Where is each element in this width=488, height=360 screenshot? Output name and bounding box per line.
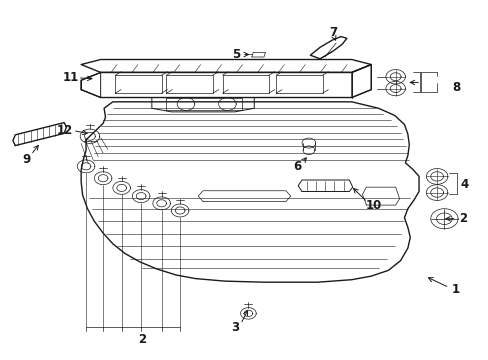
Text: 4: 4 [460,178,468,191]
Text: 2: 2 [458,212,466,225]
Text: 5: 5 [231,48,239,61]
Text: 2: 2 [138,333,146,346]
Text: 8: 8 [451,81,460,94]
Text: 6: 6 [292,160,301,173]
Text: 9: 9 [22,153,30,166]
Text: 11: 11 [62,71,79,84]
Text: 7: 7 [329,26,337,39]
Text: 3: 3 [231,321,239,334]
Text: 10: 10 [365,199,381,212]
Text: 1: 1 [450,283,459,296]
Text: 12: 12 [57,124,73,137]
